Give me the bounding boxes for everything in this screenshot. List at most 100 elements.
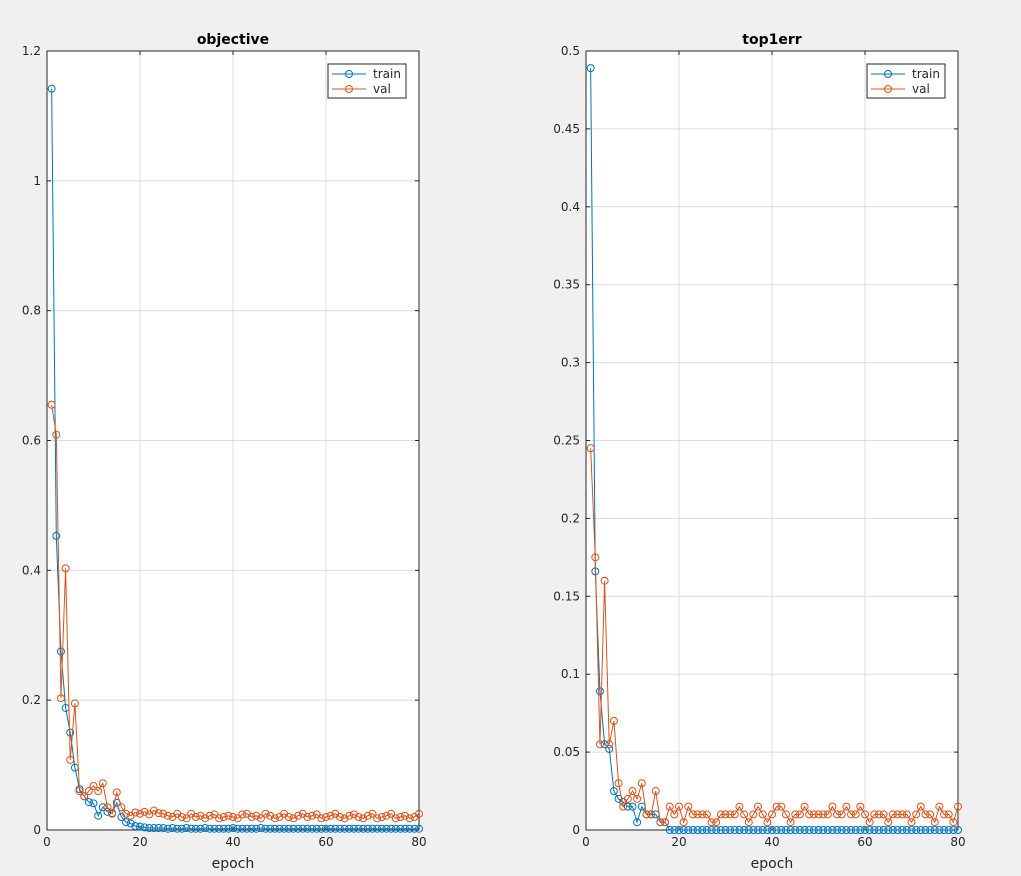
legend-label-train: train (912, 67, 940, 81)
data-point-val (47, 400, 56, 409)
data-point-val (345, 811, 354, 820)
data-point-train (930, 826, 939, 834)
x-axis-label: epoch (751, 856, 794, 872)
data-point-train (847, 826, 856, 834)
data-point-val (84, 787, 93, 796)
data-point-val (842, 802, 851, 811)
data-point-val (94, 787, 103, 796)
data-point-train (317, 824, 326, 833)
data-point-train (916, 826, 925, 834)
data-point-train (298, 824, 307, 833)
data-point-val (856, 802, 865, 811)
data-point-train (382, 824, 391, 833)
data-point-val (795, 810, 804, 819)
data-point-train (387, 824, 396, 833)
data-point-train (902, 826, 911, 834)
data-point-train (823, 826, 832, 834)
data-point-train (665, 826, 674, 834)
data-point-val (861, 810, 869, 819)
data-point-val (335, 813, 344, 822)
data-point-train (303, 824, 312, 833)
data-point-train (795, 826, 804, 834)
data-point-train (749, 826, 758, 834)
data-point-val (391, 814, 400, 823)
data-point-val (619, 802, 628, 811)
data-point-train (401, 824, 410, 833)
data-point-train (898, 826, 907, 834)
data-point-val (740, 810, 749, 819)
data-point-train (707, 826, 716, 834)
data-point-val (940, 810, 949, 819)
data-point-train (907, 826, 916, 834)
legend (866, 63, 946, 99)
data-point-train (52, 531, 61, 540)
data-point-train (870, 826, 879, 834)
data-point-train (396, 824, 405, 833)
data-point-train (168, 824, 177, 833)
data-point-train (94, 811, 103, 820)
data-point-train (623, 802, 632, 811)
y-tick-label: 0.15 (553, 589, 580, 603)
x-tick-label: 20 (132, 835, 147, 849)
data-point-train (196, 824, 205, 833)
data-point-train (800, 826, 809, 834)
data-point-val (688, 810, 697, 819)
y-tick-label: 0.6 (22, 434, 41, 448)
data-point-val (108, 809, 117, 818)
data-point-train (177, 824, 186, 833)
y-tick-label: 0.2 (561, 511, 580, 525)
data-point-train (633, 818, 642, 827)
data-point-val (52, 430, 61, 439)
data-point-val (66, 755, 75, 764)
data-point-val (819, 810, 828, 819)
data-point-val (382, 811, 391, 820)
y-tick-label: 0 (33, 823, 41, 837)
data-point-val (322, 813, 330, 822)
data-point-train (837, 826, 846, 834)
data-point-val (247, 813, 256, 822)
data-point-val (754, 802, 763, 811)
data-point-train (758, 826, 767, 834)
data-point-train (912, 826, 921, 834)
data-point-train (126, 819, 135, 828)
y-tick-label: 0.25 (553, 434, 580, 448)
data-point-val (117, 803, 126, 812)
legend-marker-val (345, 85, 353, 93)
data-point-val (726, 810, 735, 819)
data-point-train (600, 740, 609, 749)
y-tick-label: 1.2 (22, 44, 41, 58)
y-tick-label: 0.35 (553, 278, 580, 292)
data-point-train (373, 824, 382, 833)
objective-chart: 0 20 40 60 80 0 0.2 0.4 0.6 0.8 1 1.2 objective epoch… (22, 32, 427, 872)
data-point-train (879, 826, 888, 834)
data-point-val (154, 809, 163, 818)
data-point-val (693, 810, 702, 819)
data-point-train (340, 824, 349, 833)
data-point-val (749, 810, 758, 819)
legend-marker-train (884, 70, 892, 78)
data-point-val (735, 802, 744, 811)
data-point-val (642, 810, 651, 819)
data-point-val (684, 802, 693, 811)
data-point-train (781, 826, 790, 834)
data-point-train (861, 826, 869, 834)
data-point-val (679, 818, 688, 827)
y-tick-label: 0.4 (561, 200, 580, 214)
data-point-val (656, 818, 665, 827)
data-point-val (888, 810, 897, 819)
legend-label-train: train (373, 67, 401, 81)
data-point-val (791, 810, 800, 819)
data-point-val (665, 802, 674, 811)
data-point-val (112, 788, 121, 797)
data-point-val (56, 694, 65, 703)
data-point-val (605, 740, 614, 749)
data-point-train (201, 824, 210, 833)
data-point-val (229, 813, 237, 822)
data-point-train (354, 824, 363, 833)
data-point-train (359, 824, 368, 833)
data-point-train (595, 687, 604, 696)
data-point-train (851, 826, 860, 834)
data-point-train (154, 824, 163, 833)
data-point-train (159, 824, 168, 833)
